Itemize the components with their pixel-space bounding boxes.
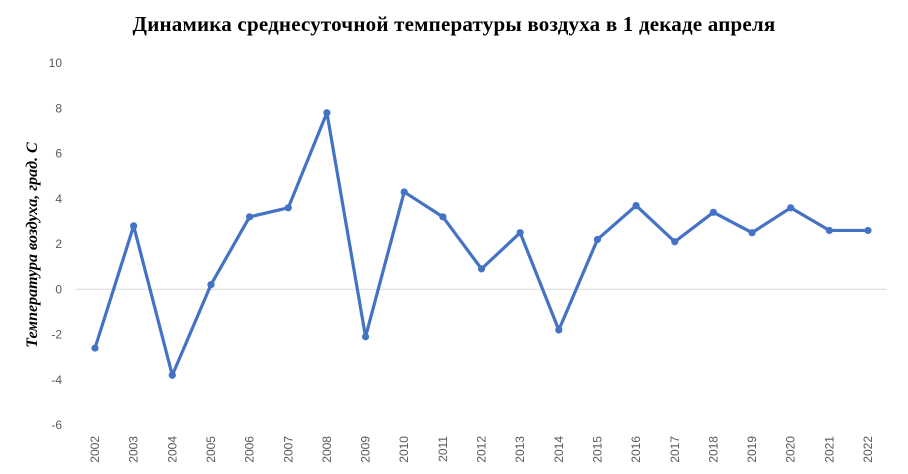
x-tick-label: 2011 — [436, 436, 450, 462]
data-point — [130, 222, 138, 230]
x-tick-label: 2009 — [359, 436, 373, 463]
x-tick-label: 2020 — [784, 436, 798, 463]
x-tick-label: 2002 — [88, 436, 102, 463]
y-tick-label: 6 — [55, 147, 62, 161]
x-tick-label: 2008 — [320, 436, 334, 463]
data-point — [787, 204, 795, 212]
x-tick-label: 2005 — [204, 436, 218, 463]
data-point — [207, 281, 215, 289]
x-tick-label: 2018 — [706, 436, 720, 463]
y-tick-label: -6 — [51, 418, 62, 432]
data-point — [748, 229, 756, 237]
y-tick-label: 0 — [55, 282, 62, 296]
y-tick-label: 10 — [49, 56, 63, 70]
data-point — [439, 213, 447, 221]
y-tick-labels: -6 -4 -2 0 2 4 6 8 10 — [49, 56, 63, 432]
data-point — [555, 326, 563, 334]
x-tick-label: 2010 — [397, 436, 411, 463]
y-tick-label: -2 — [51, 328, 62, 342]
x-tick-label: 2016 — [629, 436, 643, 463]
data-point — [709, 208, 718, 216]
y-tick-label: 4 — [55, 192, 62, 206]
x-tick-label: 2014 — [552, 436, 566, 463]
series-layer — [91, 109, 872, 379]
data-point — [284, 204, 292, 212]
data-point — [516, 229, 524, 237]
data-point — [246, 213, 254, 221]
x-tick-label: 2012 — [475, 436, 489, 463]
y-tick-label: 8 — [55, 101, 62, 115]
x-tick-label: 2017 — [668, 436, 682, 463]
x-tick-label: 2015 — [590, 436, 604, 463]
y-tick-label: 2 — [55, 237, 62, 251]
y-tick-label: -4 — [51, 373, 62, 387]
data-point — [477, 265, 486, 273]
series-line — [93, 111, 870, 377]
data-point — [361, 333, 370, 341]
x-tick-label: 2004 — [165, 436, 179, 463]
chart-title: Динамика среднесуточной температуры возд… — [132, 12, 776, 36]
data-point — [400, 188, 408, 196]
x-tick-labels: 2002 2003 2004 2005 2006 2007 2008 2009 2010 2011… — [88, 436, 875, 463]
data-point — [323, 109, 331, 117]
x-tick-label: 2022 — [861, 436, 875, 463]
x-tick-label: 2013 — [513, 436, 527, 463]
data-point — [632, 201, 640, 210]
x-tick-label: 2019 — [745, 436, 759, 463]
data-point — [593, 235, 602, 244]
data-point — [864, 226, 872, 235]
x-tick-label: 2003 — [127, 436, 141, 463]
data-point — [825, 226, 833, 235]
x-tick-label: 2007 — [281, 436, 295, 463]
data-point — [671, 238, 679, 246]
data-point — [168, 371, 176, 379]
x-tick-label: 2006 — [243, 436, 257, 463]
x-tick-label: 2021 — [822, 436, 836, 463]
data-point — [91, 344, 99, 352]
